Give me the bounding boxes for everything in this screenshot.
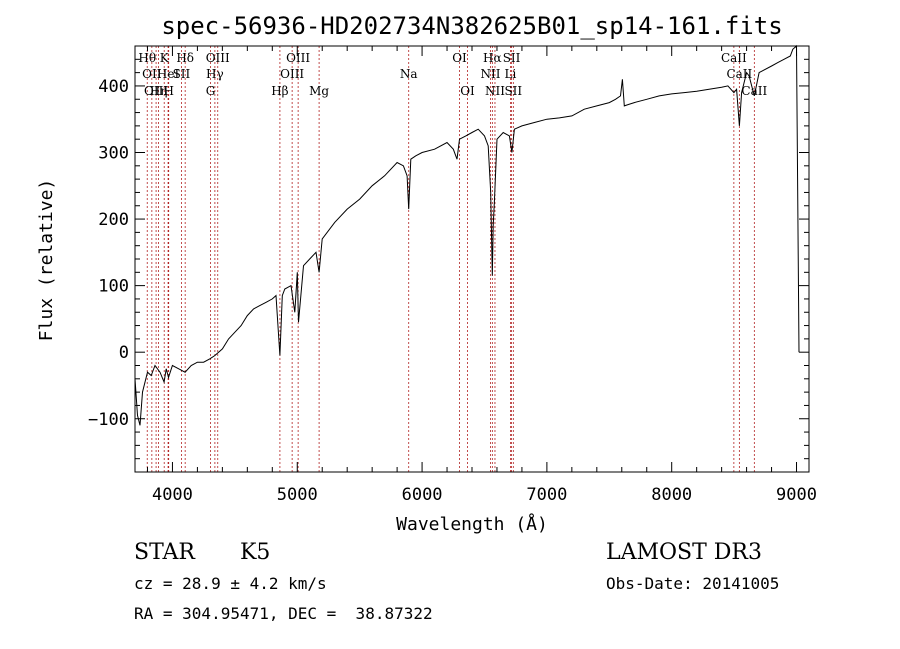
x-tick-label: 6000 — [402, 485, 443, 505]
line-label: HeI — [157, 67, 180, 81]
line-label: CaII — [726, 67, 752, 81]
line-label: H — [163, 84, 173, 98]
spectrum-line — [134, 44, 800, 426]
spectral-line-labels: HθOIIOIIIHηKHHeISIIHδGHγOIIIHβOIIIOIIIMg… — [138, 51, 767, 98]
object-subclass: K5 — [240, 540, 271, 565]
chart-title: spec-56936-HD202734N382625B01_sp14-161.f… — [161, 12, 782, 40]
x-tick-label: 9000 — [776, 485, 817, 505]
redshift-text: cz = 28.9 ± 4.2 km/s — [134, 574, 327, 593]
y-tick-label: 100 — [98, 277, 129, 297]
survey-name: LAMOST DR3 — [606, 540, 762, 565]
y-tick-label: −100 — [88, 410, 129, 430]
line-label: Hβ — [271, 84, 288, 98]
line-label: OII — [142, 67, 162, 81]
spectral-line-markers — [146, 46, 755, 472]
coordinates-text: RA = 304.95471, DEC = 38.87322 — [134, 604, 433, 623]
line-label: NII — [485, 84, 505, 98]
x-tick-label: 8000 — [651, 485, 692, 505]
y-tick-label: 0 — [119, 343, 129, 363]
line-label: G — [206, 84, 216, 98]
line-label: SII — [173, 67, 191, 81]
line-label: K — [160, 51, 170, 65]
obs-date-text: Obs-Date: 20141005 — [606, 574, 780, 593]
line-label: OIII — [144, 84, 168, 98]
y-tick-label: 400 — [98, 77, 129, 97]
line-label: Hα — [483, 51, 502, 65]
line-label: CaII — [741, 84, 767, 98]
line-label: OIII — [206, 51, 230, 65]
x-tick-label: 7000 — [526, 485, 567, 505]
line-label: Na — [400, 67, 418, 81]
line-label: Mg — [309, 84, 329, 98]
y-tick-label: 300 — [98, 144, 129, 164]
line-label: Hθ — [138, 51, 156, 65]
line-label: Hη — [150, 84, 168, 98]
y-axis-label: Flux (relative) — [36, 179, 57, 342]
line-label: Hγ — [206, 67, 224, 81]
x-tick-label: 4000 — [152, 485, 193, 505]
line-label: CaII — [721, 51, 747, 65]
line-label: NII — [480, 67, 500, 81]
x-tick-label: 5000 — [277, 485, 318, 505]
line-label: Hδ — [176, 51, 194, 65]
line-label: OI — [460, 84, 475, 98]
y-axis-ticks: −100 0 100 200 300 400 — [88, 58, 809, 460]
y-tick-label: 200 — [98, 210, 129, 230]
object-class: STAR — [134, 540, 195, 565]
line-label: SII — [504, 84, 522, 98]
line-label: SII — [503, 51, 521, 65]
x-axis-label: Wavelength (Å) — [396, 513, 548, 535]
line-label: OI — [452, 51, 467, 65]
line-label: Li — [505, 67, 517, 81]
line-label: OIII — [286, 51, 310, 65]
plot-frame — [134, 45, 810, 473]
x-axis-ticks: 4000 5000 6000 7000 8000 9000 — [146, 46, 817, 505]
line-label: OIII — [280, 67, 304, 81]
